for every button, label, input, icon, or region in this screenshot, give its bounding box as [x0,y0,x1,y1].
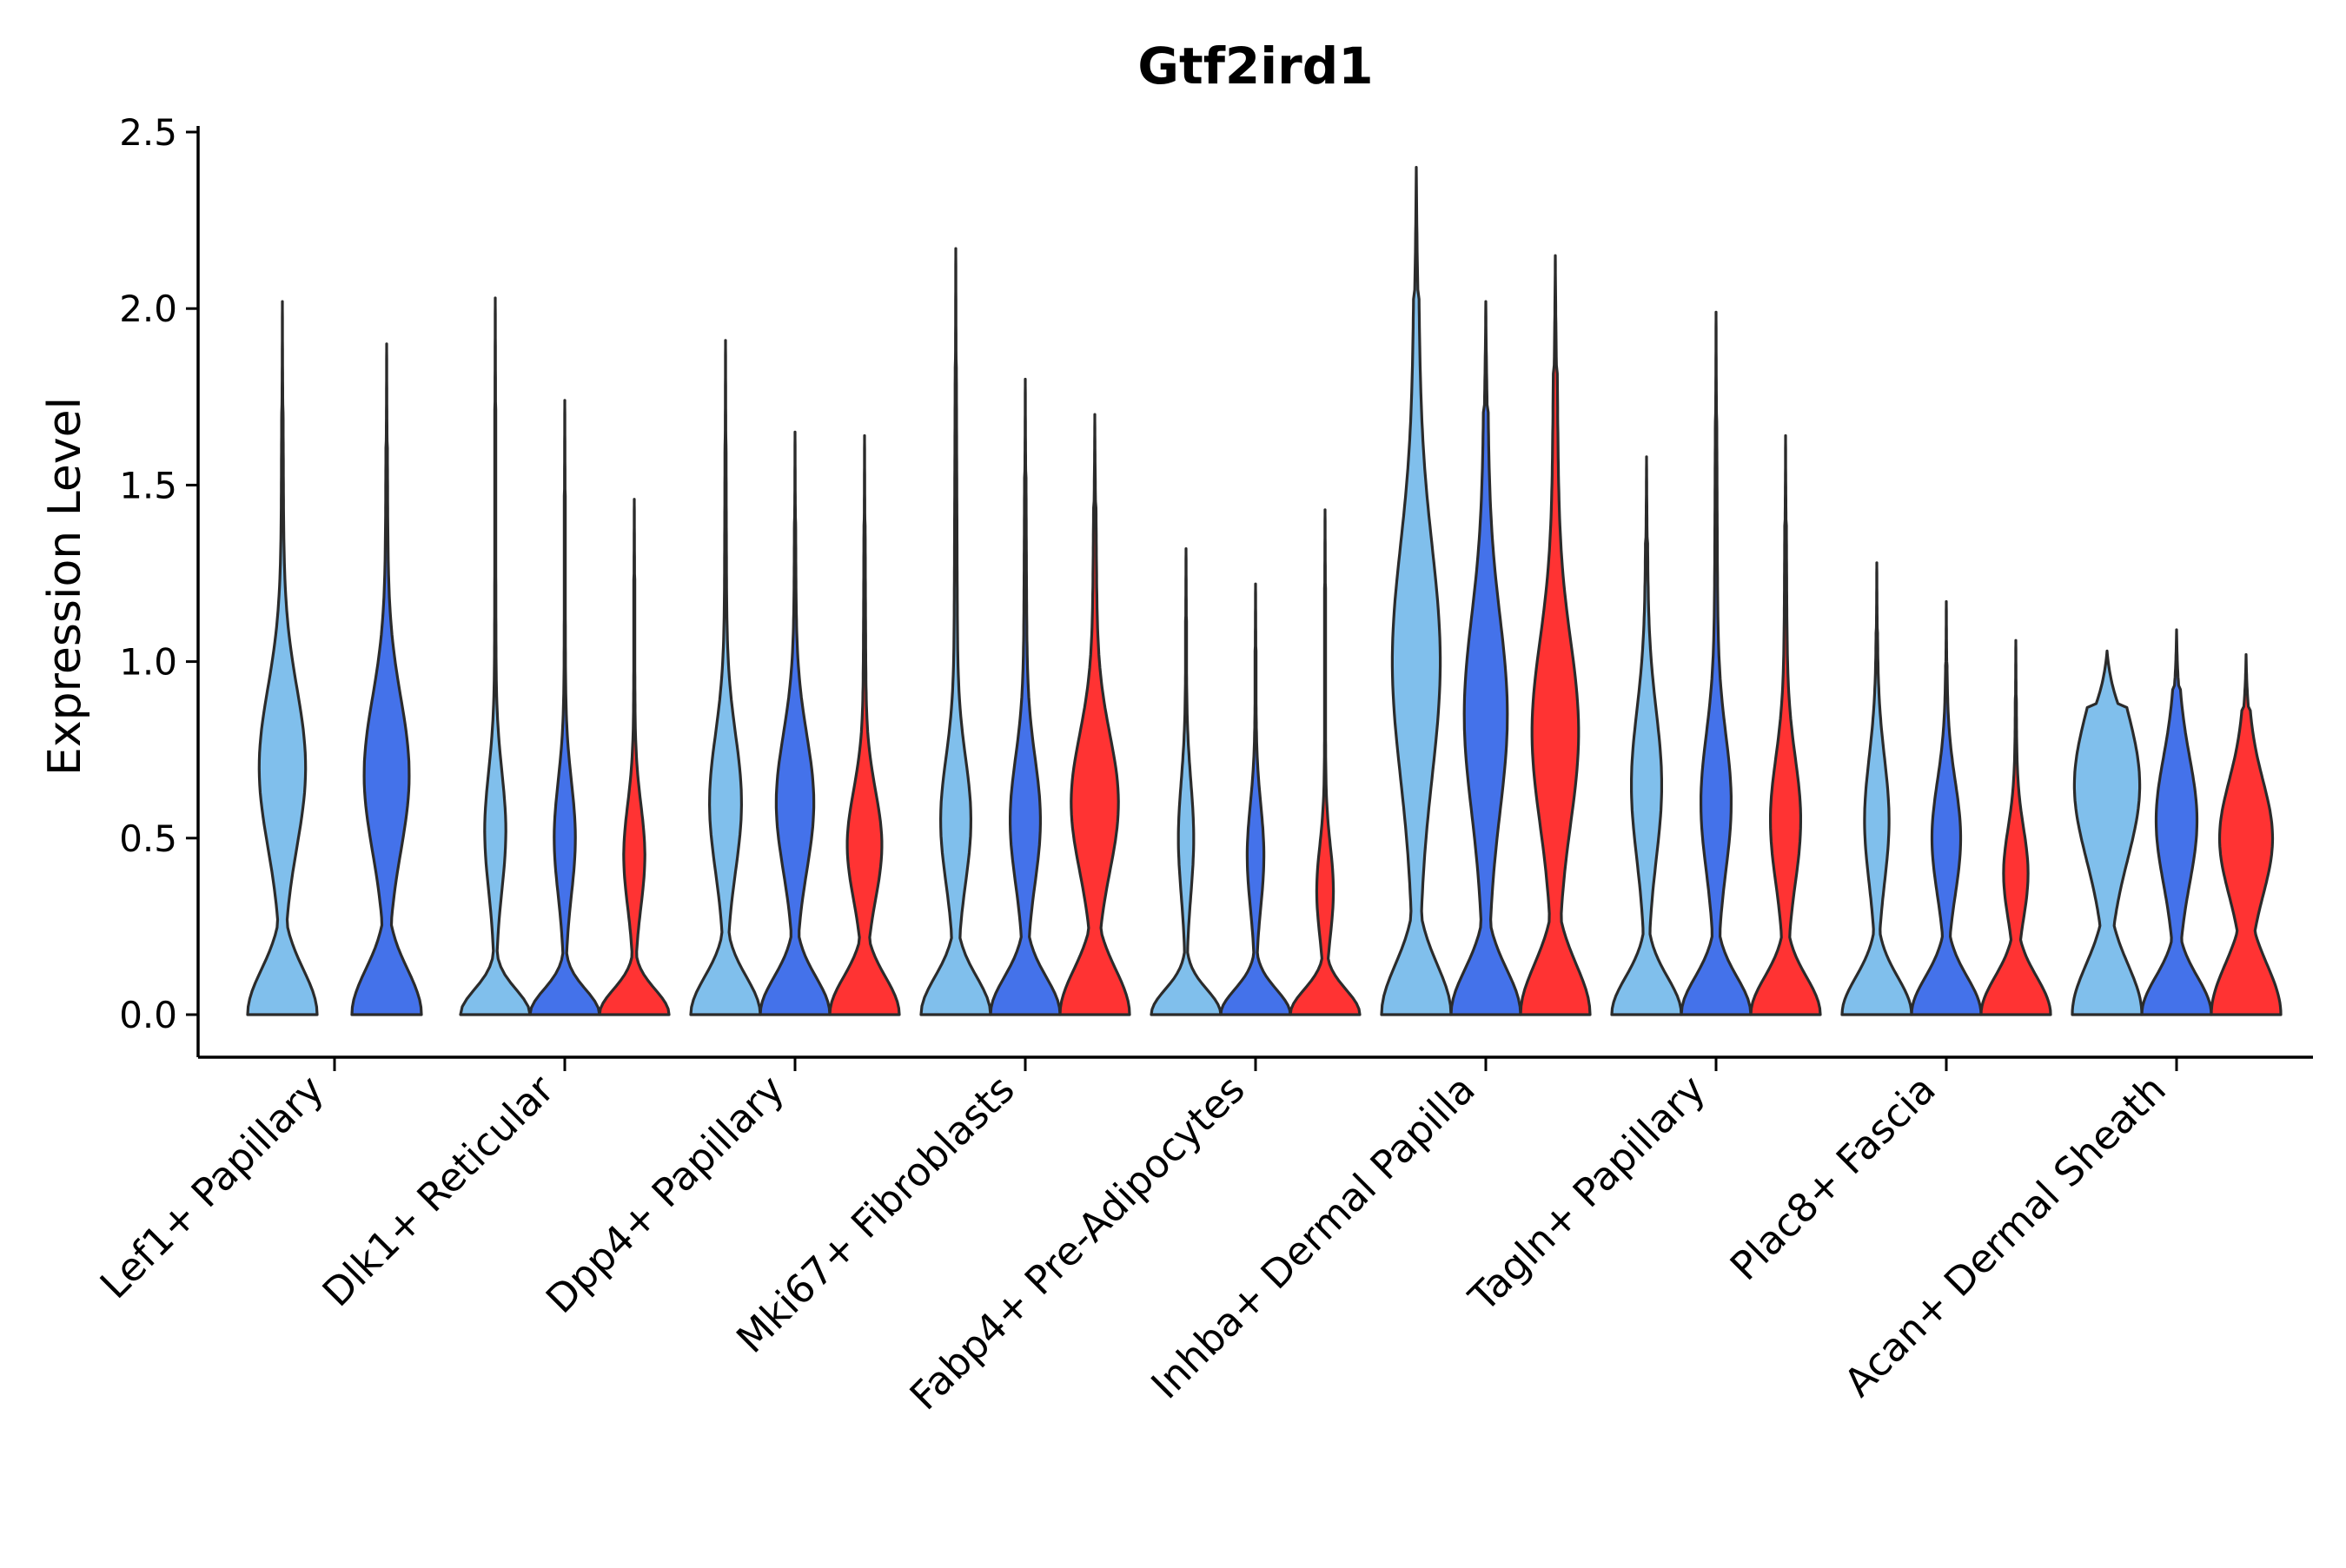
violin-medium [528,399,601,1016]
y-tick-label: 0.0 [119,994,177,1036]
violins-layer [246,166,2283,1016]
violin-red [598,498,671,1016]
violin-medium [350,342,423,1016]
x-tick-label: Tagln+ Papillary [1460,1066,1714,1320]
violin-medium [759,430,832,1016]
y-tick-label: 1.0 [119,641,177,684]
y-tick-label: 1.5 [119,464,177,506]
violin-red [1289,508,1362,1016]
y-axis: 0.0 0.5 1.0 1.5 2.0 2.5 [119,111,200,1057]
x-tick-label: Lef1+ Papillary [91,1066,333,1307]
violin-medium [2140,628,2213,1016]
violin-red [1979,638,2052,1016]
violin-medium [989,377,1062,1016]
violin-light [1150,547,1223,1016]
violin-medium [1910,599,1983,1016]
violin-light [459,296,532,1016]
violin-red [828,433,901,1016]
violin-medium [1449,300,1522,1016]
violin-red [2210,652,2283,1016]
x-tick-label: Dlk1+ Reticular [314,1066,563,1315]
x-tick-label: Dpp4+ Papillary [537,1066,793,1322]
violin-light [1840,561,1913,1016]
violin-light [919,247,992,1016]
violin-light [246,300,319,1016]
violin-light [1380,166,1453,1016]
violin-red [1058,413,1131,1016]
violin-medium [1680,310,1753,1016]
violin-red [1749,433,1822,1016]
violin-light [2071,649,2144,1016]
y-tick-label: 2.0 [119,288,177,330]
y-axis-label: Expression Level [39,397,91,776]
chart-title: Gtf2ird1 [1137,36,1373,96]
y-tick-label: 0.5 [119,817,177,860]
violin-red [1519,254,1592,1016]
violin-medium [1219,582,1292,1016]
violin-light [1610,455,1683,1016]
x-tick-label: Plac8+ Fascia [1721,1066,1945,1289]
violin-light [689,339,762,1016]
y-tick-label: 2.5 [119,111,177,154]
